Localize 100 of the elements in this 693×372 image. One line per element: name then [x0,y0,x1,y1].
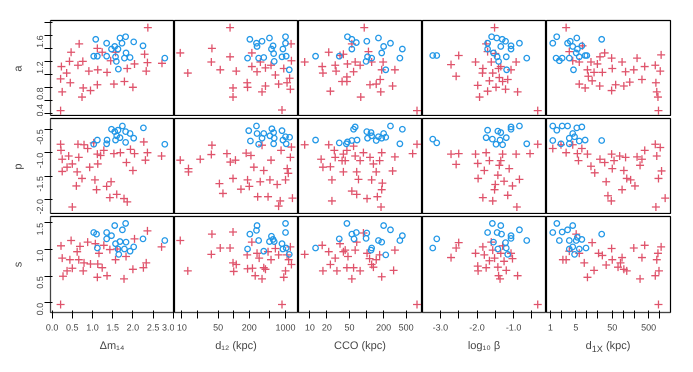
point [474,92,484,102]
point [494,246,502,252]
point [495,58,502,65]
x-tick-label: 1000 [276,322,296,332]
point [503,190,512,200]
point [497,222,504,229]
x-tick-label: 1.5 [106,322,119,332]
x-tick-label: 20 [322,322,332,332]
y-tick-label: -1.5 [35,176,45,192]
point [473,261,482,271]
point [446,252,456,262]
point [473,174,483,184]
point [533,140,542,149]
point [473,266,483,276]
point [504,250,512,258]
point [494,53,501,60]
point [429,136,436,142]
point [494,72,504,82]
y-tick-label: -0.5 [35,129,45,145]
point [452,72,461,81]
point [512,202,522,212]
point [433,52,440,59]
y-tick-label: 0.0 [35,302,45,316]
point [496,62,506,72]
point [473,80,482,90]
point [488,245,498,255]
y-tick-label: 0.5 [35,276,45,289]
point [523,237,530,244]
point [488,220,496,227]
y-tick-label: -2.0 [35,198,45,214]
x-tick-label: 500 [641,322,656,332]
point [500,84,510,94]
point [480,166,489,176]
point [490,50,497,56]
point [502,244,510,252]
point [498,241,508,250]
point [480,250,489,260]
point [508,46,514,52]
point [429,52,436,59]
point [508,124,514,130]
point [496,136,504,144]
x-tick-label: 3.0 [162,322,175,332]
point [494,271,504,280]
x-tick-label: 2.5 [146,322,160,332]
x-tick-label: 50 [607,322,618,332]
x-tick-label: 5 [573,322,578,332]
x-axis-title: log₁₀ β [466,339,502,354]
y-tick-label: 0.4 [35,104,45,116]
point [484,229,492,236]
point [506,248,516,258]
point [502,134,510,142]
point [486,57,496,67]
point [429,244,436,252]
point [478,242,488,252]
y-tick-label: 1.0 [35,250,45,262]
point [488,33,496,40]
y-tick-label: 1.5 [35,222,45,236]
y-tick-label: 1.2 [35,61,45,74]
x-tick-label: -1.0 [506,322,522,332]
x-tick-label: 50 [213,322,224,332]
x-tick-label: 10 [304,322,315,332]
y-tick-label: 0.8 [35,87,45,100]
point [481,148,491,158]
point [454,148,464,158]
point [482,134,490,142]
point [488,196,498,206]
point [478,68,488,78]
point [516,226,523,234]
point [508,126,514,133]
point [484,46,492,52]
point [502,53,510,60]
point [516,40,523,47]
point [433,139,440,146]
x-tick-label: 500 [398,322,414,332]
point [523,140,530,148]
point [511,149,521,159]
y-axis-title: a [12,64,24,72]
point [512,87,522,96]
point [490,185,500,194]
point [486,237,496,247]
point [516,122,523,130]
point [493,170,502,180]
point [514,174,524,184]
point [482,86,492,96]
point [533,106,542,116]
x-tick-label: 0.0 [46,322,58,332]
point [511,57,521,67]
point [470,149,480,159]
x-axis-title: Δm₁₄ [98,339,126,354]
x-tick-label: 200 [242,322,257,332]
point [494,229,501,236]
point [508,234,514,242]
x-tick-label: -2.0 [469,322,485,332]
point [488,136,496,142]
point [508,232,514,240]
point [498,230,505,238]
y-tick-label: 1.6 [35,35,45,48]
point [508,42,514,50]
point [502,266,511,276]
point [470,248,480,258]
